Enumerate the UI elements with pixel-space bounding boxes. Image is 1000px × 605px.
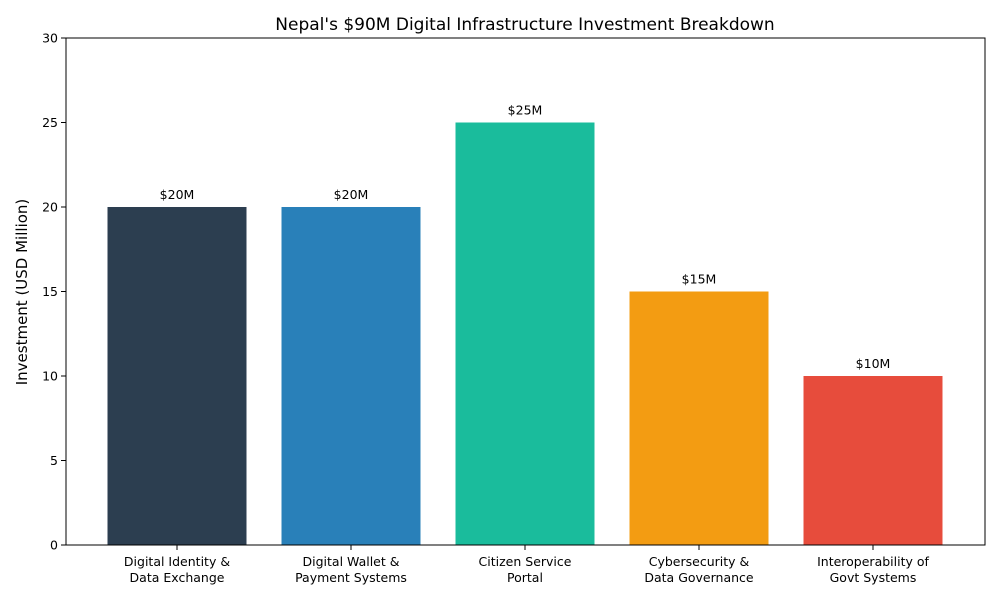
y-tick-label: 15 [42, 284, 58, 299]
y-axis: 0 5 10 15 20 25 30 [42, 31, 66, 553]
data-label: $10M [856, 356, 891, 371]
bar [629, 291, 769, 545]
x-tick-label: Data Governance [644, 570, 754, 585]
data-label: $20M [160, 187, 195, 202]
x-tick-label: Citizen Service [479, 554, 572, 569]
data-label: $25M [508, 103, 543, 118]
bar [455, 122, 595, 545]
x-tick-label: Payment Systems [295, 570, 407, 585]
y-tick-label: 30 [42, 31, 58, 46]
y-tick-label: 20 [42, 200, 58, 215]
y-axis-label: Investment (USD Million) [13, 199, 31, 386]
x-tick-label: Cybersecurity & [649, 554, 750, 569]
plot-frame [65, 37, 986, 546]
data-label: $20M [334, 187, 369, 202]
y-tick-label: 25 [42, 115, 58, 130]
data-labels-layer: $20M $20M $25M $15M $10M [160, 103, 891, 372]
bar [281, 207, 421, 545]
x-tick-label: Interoperability of [817, 554, 929, 569]
x-tick-label: Digital Wallet & [303, 554, 400, 569]
data-label: $15M [682, 272, 717, 287]
chart-title: Nepal's $90M Digital Infrastructure Inve… [275, 15, 774, 35]
bars-layer [107, 122, 943, 545]
x-axis: Digital Identity &Data Exchange Digital W… [124, 545, 930, 585]
x-tick-label: Govt Systems [830, 570, 917, 585]
y-tick-label: 0 [50, 538, 58, 553]
bar [107, 207, 247, 545]
y-tick-label: 5 [50, 453, 58, 468]
bar [803, 376, 943, 545]
x-tick-label: Portal [507, 570, 543, 585]
y-tick-label: 10 [42, 369, 58, 384]
x-tick-label: Data Exchange [130, 570, 225, 585]
x-tick-label: Digital Identity & [124, 554, 230, 569]
